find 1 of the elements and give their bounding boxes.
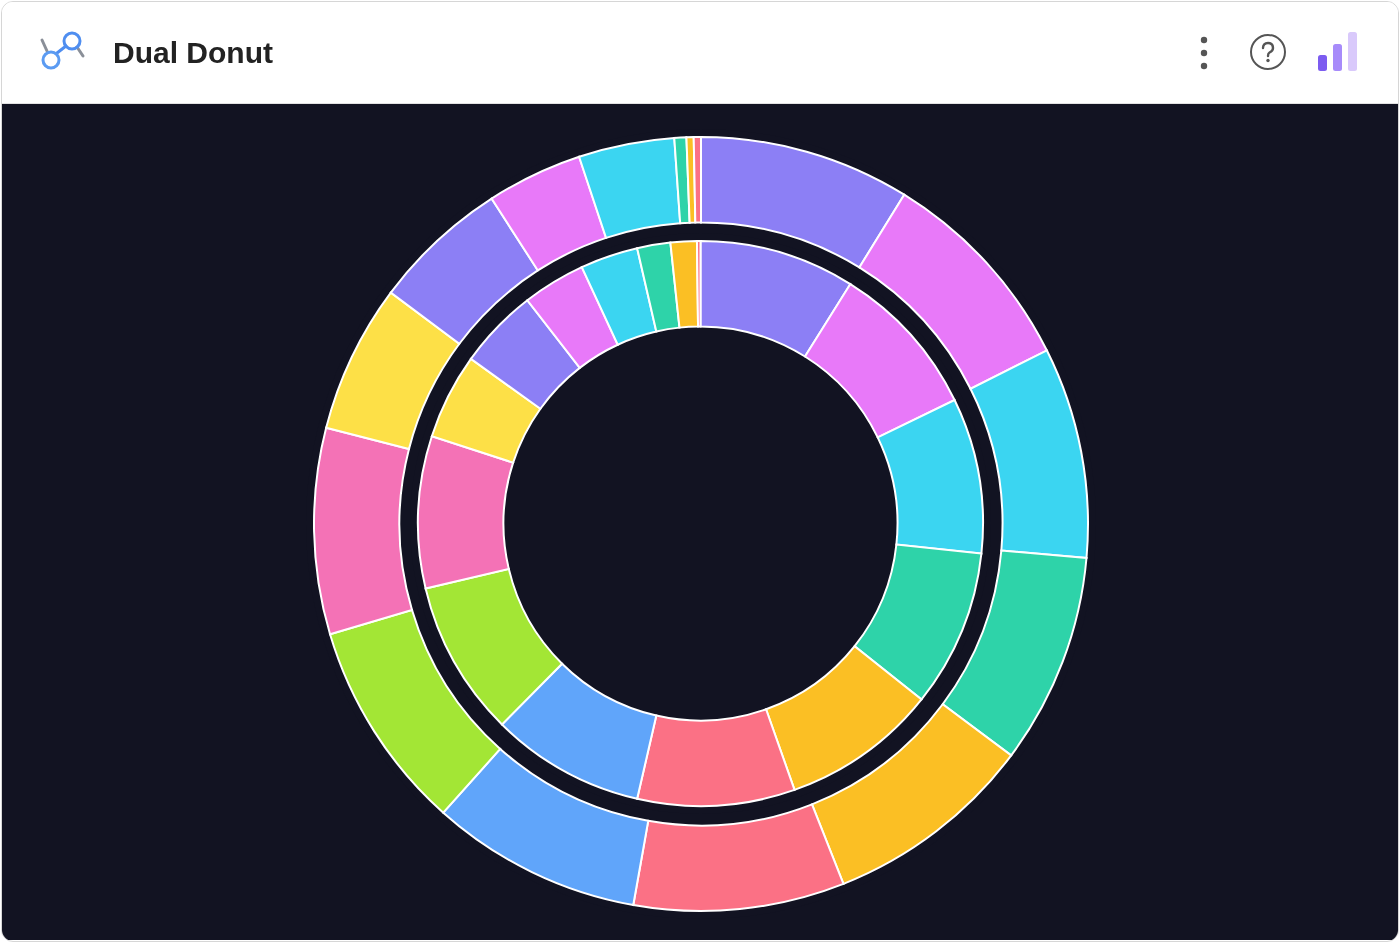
- chart-title: Dual Donut: [113, 35, 273, 71]
